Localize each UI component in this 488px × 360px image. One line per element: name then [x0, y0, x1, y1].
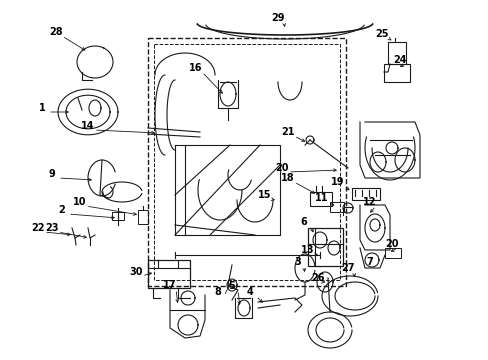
Text: 14: 14 [81, 121, 95, 131]
Text: 13: 13 [301, 245, 314, 255]
Text: 3: 3 [294, 257, 301, 267]
Text: 16: 16 [189, 63, 203, 73]
Bar [307, 228, 342, 266]
Text: 2: 2 [59, 205, 65, 215]
Bar [383, 64, 409, 82]
Text: 29: 29 [271, 13, 284, 23]
Bar [384, 248, 400, 258]
Text: 11: 11 [315, 193, 328, 203]
Text: 1: 1 [39, 103, 45, 113]
Bar [138, 210, 148, 224]
Text: 19: 19 [330, 177, 344, 187]
Bar [148, 38, 346, 286]
Text: 10: 10 [73, 197, 86, 207]
Text: 25: 25 [374, 29, 388, 39]
Text: 12: 12 [363, 197, 376, 207]
Text: 7: 7 [366, 257, 373, 267]
Text: 20: 20 [275, 163, 288, 173]
Text: 30: 30 [129, 267, 142, 277]
Bar [309, 192, 331, 206]
Text: 8: 8 [214, 287, 221, 297]
Bar [329, 202, 343, 212]
Text: 22: 22 [31, 223, 45, 233]
Bar [387, 42, 405, 64]
Text: 28: 28 [49, 27, 62, 37]
Text: 9: 9 [48, 169, 55, 179]
Text: 6: 6 [300, 217, 307, 227]
Text: 21: 21 [281, 127, 294, 137]
Text: 18: 18 [281, 173, 294, 183]
Bar [112, 212, 124, 220]
Text: 26: 26 [311, 273, 324, 283]
Bar [154, 44, 339, 280]
Bar [351, 188, 379, 200]
Text: 4: 4 [246, 287, 253, 297]
Text: 17: 17 [163, 280, 176, 290]
Text: 24: 24 [392, 55, 406, 65]
Text: 5: 5 [228, 281, 235, 291]
Text: 20: 20 [385, 239, 398, 249]
Text: 23: 23 [45, 223, 59, 233]
Text: 27: 27 [341, 263, 354, 273]
Text: 15: 15 [258, 190, 271, 200]
